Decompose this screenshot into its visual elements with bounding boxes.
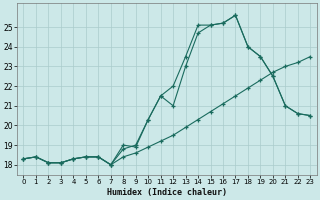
X-axis label: Humidex (Indice chaleur): Humidex (Indice chaleur) [107, 188, 227, 197]
